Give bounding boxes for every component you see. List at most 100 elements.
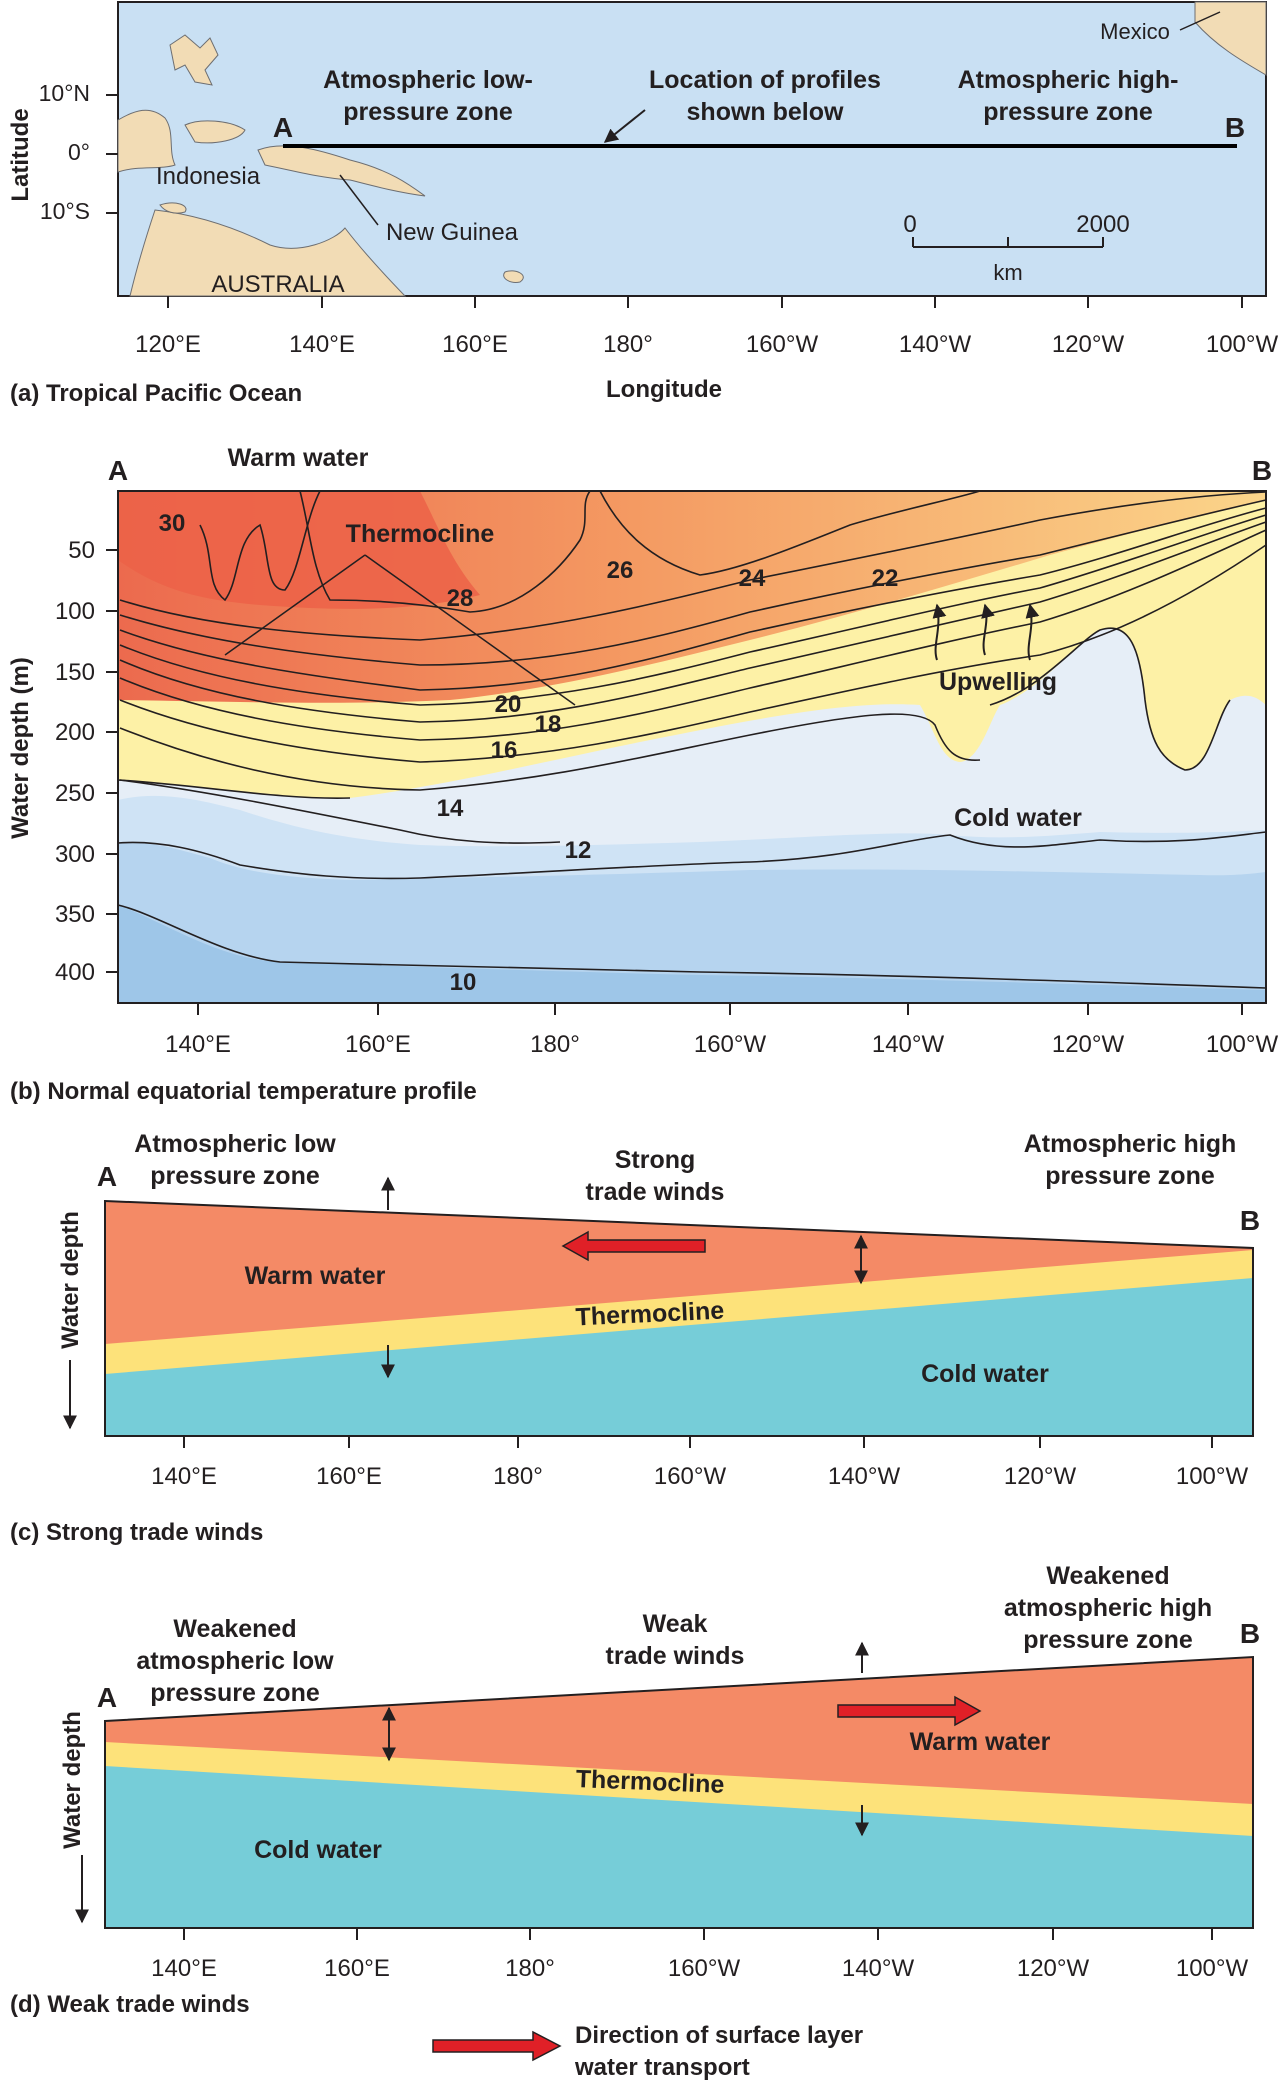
mexico-leader <box>1179 11 1221 31</box>
lat-tick-label: 0° <box>68 139 90 165</box>
map-label-profiles: Location of profiles <box>649 66 881 94</box>
water-depth-axis-title: Water depth <box>57 1211 84 1349</box>
trade-winds-label: trade winds <box>586 1178 725 1206</box>
lon-tick-label: 140°W <box>899 331 972 358</box>
trade-winds-label: trade winds <box>606 1642 745 1670</box>
point-b-label: B <box>1252 455 1272 486</box>
lon-tick-label: 160°W <box>668 1955 741 1982</box>
panel-a-map: 10°N 0° 10°S Latitude 120°E 140°E 160°E … <box>7 1 1279 407</box>
profile-frame <box>117 490 1267 1004</box>
lon-tick-label: 160°E <box>442 331 508 358</box>
lon-tick-label: 140°E <box>151 1463 217 1490</box>
new-guinea-leader <box>339 174 379 226</box>
lat-tick-label: 10°N <box>39 80 90 106</box>
new-guinea-label: New Guinea <box>386 219 519 246</box>
lon-tick-marks-d <box>183 1928 1213 1940</box>
lon-tick-label: 120°W <box>1052 331 1125 358</box>
lon-tick-label: 160°E <box>316 1463 382 1490</box>
legend: Direction of surface layer water transpo… <box>432 2022 863 2081</box>
lon-tick-label: 180° <box>603 331 653 358</box>
scale-unit-label: km <box>993 260 1022 285</box>
depth-tick-label: 300 <box>55 841 95 868</box>
low-pressure-label: Weakened <box>173 1615 296 1643</box>
profile-warm-pool <box>118 491 480 609</box>
high-pressure-label: Atmospheric high <box>1024 1130 1237 1158</box>
indonesia-label: Indonesia <box>156 163 261 190</box>
trade-winds-label: Strong <box>615 1146 696 1174</box>
point-b-label: B <box>1240 1618 1260 1649</box>
land-island <box>503 270 524 283</box>
profile-pointer-arrow <box>603 109 646 143</box>
isotherm-label: 12 <box>565 837 592 864</box>
legend-text: water transport <box>574 2054 750 2081</box>
vertical-arrows <box>63 1176 868 1430</box>
section-outline <box>104 1655 1254 1929</box>
lon-tick-label: 160°E <box>324 1955 390 1982</box>
high-pressure-label: pressure zone <box>1045 1162 1215 1190</box>
surface-transport-arrow-west <box>561 1230 706 1262</box>
lon-tick-label: 180° <box>530 1031 580 1058</box>
lon-tick-marks-c <box>183 1436 1213 1448</box>
warm-water-layer <box>105 1657 1253 1804</box>
land-mexico <box>1194 1 1267 76</box>
lon-tick-label: 160°W <box>746 331 819 358</box>
depth-tick-label: 400 <box>55 959 95 986</box>
panel-b-profile: 50 100 150 200 250 300 350 400 Water dep… <box>7 444 1278 1105</box>
lon-tick-label: 140°W <box>872 1031 945 1058</box>
panel-d-caption: (d) Weak trade winds <box>10 1991 250 2018</box>
low-pressure-label: Atmospheric low <box>134 1130 336 1158</box>
lon-tick-label: 160°W <box>694 1031 767 1058</box>
land-timor <box>159 202 187 214</box>
lon-tick-label: 120°W <box>1004 1463 1077 1490</box>
high-pressure-label: pressure zone <box>1023 1626 1193 1654</box>
lon-tick-label: 100°W <box>1176 1955 1249 1982</box>
cold-water-label: Cold water <box>954 804 1082 832</box>
australia-label: AUSTRALIA <box>211 271 344 298</box>
section-outline <box>104 1199 1254 1437</box>
panel-c-strong-winds: 140°E 160°E 180° 160°W 140°W 120°W 100°W… <box>10 1130 1260 1546</box>
depth-tick-label: 350 <box>55 901 95 928</box>
lon-tick-label: 120°W <box>1052 1031 1125 1058</box>
thermocline-label: Thermocline <box>346 520 495 548</box>
cold-water-label: Cold water <box>921 1360 1049 1388</box>
panel-c-caption: (c) Strong trade winds <box>10 1519 263 1546</box>
lat-tick-marks <box>106 94 118 214</box>
point-a-label: A <box>97 1682 117 1713</box>
depth-tick-label: 100 <box>55 598 95 625</box>
panel-b-caption: (b) Normal equatorial temperature profil… <box>10 1078 477 1105</box>
low-pressure-label: pressure zone <box>150 1162 320 1190</box>
lon-tick-label: 100°W <box>1206 1031 1279 1058</box>
warm-water-label: Warm water <box>245 1262 386 1290</box>
lon-tick-label: 100°W <box>1206 331 1279 358</box>
lon-tick-label: 160°W <box>654 1463 727 1490</box>
isotherm-label: 24 <box>739 565 766 592</box>
lon-tick-label: 180° <box>505 1955 555 1982</box>
thermocline-label: Thermocline <box>575 1765 725 1799</box>
legend-text: Direction of surface layer <box>575 2022 863 2049</box>
point-b-label: B <box>1240 1205 1260 1236</box>
land-borneo <box>184 120 246 144</box>
lon-tick-label: 120°W <box>1017 1955 1090 1982</box>
lat-tick-label: 10°S <box>40 198 90 224</box>
lon-tick-label: 140°W <box>842 1955 915 1982</box>
scale-zero-label: 0 <box>903 211 916 238</box>
isotherm-label: 16 <box>491 737 518 764</box>
lon-tick-label: 180° <box>493 1463 543 1490</box>
depth-tick-marks <box>106 549 1243 1015</box>
scale-2000-label: 2000 <box>1076 211 1129 238</box>
legend-red-arrow <box>432 2030 562 2062</box>
depth-tick-label: 150 <box>55 659 95 686</box>
depth-tick-label: 200 <box>55 719 95 746</box>
lon-tick-marks-a <box>167 296 1243 308</box>
high-pressure-label: Weakened <box>1046 1562 1169 1590</box>
isotherm-label: 22 <box>872 565 899 592</box>
map-label-high-pressure: pressure zone <box>983 98 1153 126</box>
scale-bar <box>912 237 1104 248</box>
surface-transport-arrow-east <box>837 1695 982 1727</box>
latitude-axis-title: Latitude <box>7 108 34 201</box>
lon-tick-label: 140°W <box>828 1463 901 1490</box>
land-sumatra <box>117 109 176 173</box>
high-pressure-label: atmospheric high <box>1004 1594 1212 1622</box>
land-philippines <box>169 34 219 86</box>
